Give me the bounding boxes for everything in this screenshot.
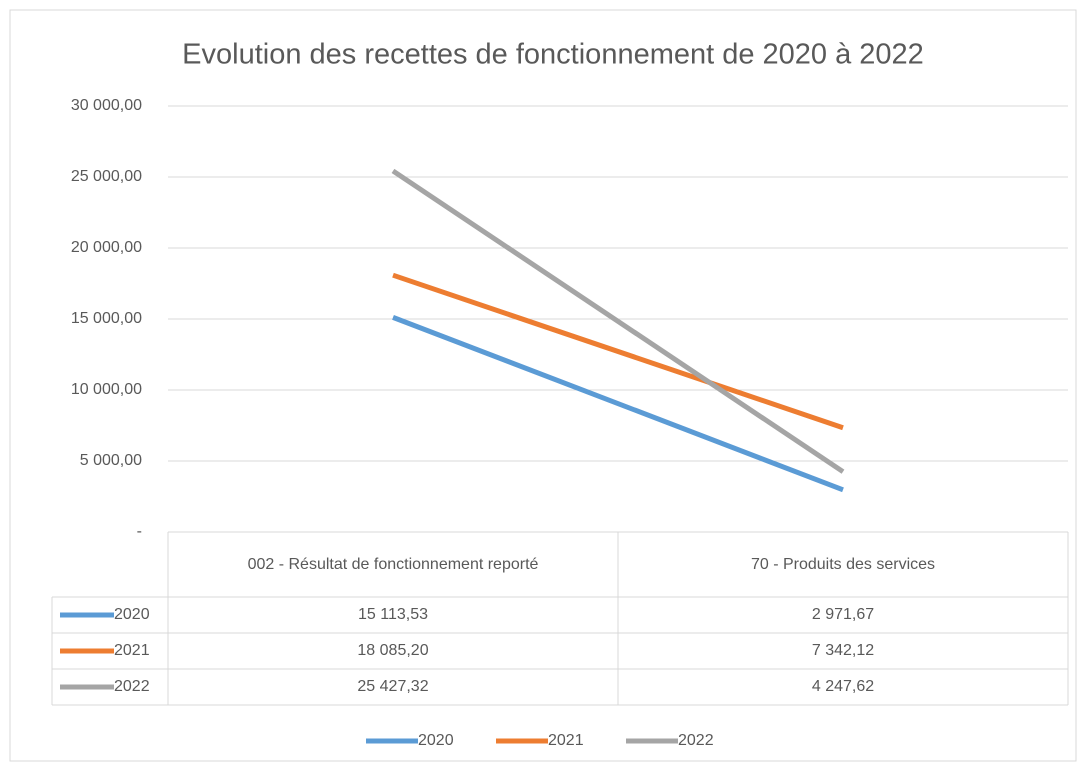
table-value: 4 247,62 [812, 678, 874, 695]
y-tick-label: 5 000,00 [80, 452, 142, 469]
legend-label: 2022 [678, 732, 714, 749]
y-tick-label: 15 000,00 [71, 310, 142, 327]
y-tick-label: 10 000,00 [71, 381, 142, 398]
y-tick-label: - [137, 523, 142, 540]
series-line [392, 272, 844, 431]
category-cell: 70 - Produits des services [750, 555, 936, 573]
legend-label: 2020 [418, 732, 454, 749]
table-value: 7 342,12 [812, 642, 874, 659]
table-row-label: 2020 [114, 606, 150, 623]
x-tick-label: 002 - Résultat de fonctionnement reporté [247, 555, 539, 573]
category-cell: 002 - Résultat de fonctionnement reporté [247, 555, 539, 573]
y-tick-label: 25 000,00 [71, 168, 142, 185]
series-line [391, 168, 845, 474]
table-value: 25 427,32 [357, 678, 428, 695]
x-tick-label: 70 - Produits des services [750, 555, 936, 573]
table-value: 15 113,53 [358, 606, 428, 623]
chart-border [9, 9, 1077, 762]
table-value: 2 971,67 [812, 606, 874, 623]
y-tick-label: 20 000,00 [71, 239, 142, 256]
table-row-label: 2021 [114, 642, 150, 659]
legend-label: 2021 [548, 732, 584, 749]
y-tick-label: 30 000,00 [71, 97, 142, 114]
table-value: 18 085,20 [357, 642, 428, 659]
chart-title: Evolution des recettes de fonctionnement… [182, 39, 924, 71]
series-line [392, 315, 844, 493]
table-row-label: 2022 [114, 678, 150, 695]
